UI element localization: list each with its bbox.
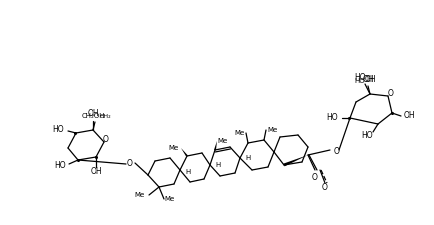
Text: OH: OH bbox=[362, 76, 374, 85]
Text: CH₂: CH₂ bbox=[100, 115, 112, 119]
Polygon shape bbox=[181, 148, 188, 157]
Text: OH: OH bbox=[404, 112, 416, 121]
Text: CH₂OH: CH₂OH bbox=[81, 113, 105, 119]
Text: O: O bbox=[388, 90, 394, 99]
Text: HO: HO bbox=[355, 78, 365, 84]
Text: O: O bbox=[322, 184, 328, 193]
Text: Me: Me bbox=[235, 130, 245, 136]
Text: H: H bbox=[245, 155, 250, 161]
Text: H: H bbox=[215, 162, 220, 168]
Text: OH: OH bbox=[90, 166, 102, 176]
Text: Me: Me bbox=[135, 192, 145, 198]
Text: O: O bbox=[312, 173, 318, 182]
Text: Me: Me bbox=[267, 127, 277, 133]
Text: HO: HO bbox=[326, 113, 338, 122]
Text: HO: HO bbox=[362, 131, 373, 140]
Text: HO: HO bbox=[355, 74, 366, 83]
Polygon shape bbox=[214, 141, 217, 150]
Text: O: O bbox=[334, 148, 340, 157]
Polygon shape bbox=[283, 155, 308, 166]
Text: H: H bbox=[185, 169, 190, 175]
Text: OH: OH bbox=[87, 110, 99, 119]
Text: O: O bbox=[127, 158, 133, 167]
Text: OH: OH bbox=[364, 74, 376, 83]
Text: HO: HO bbox=[54, 160, 66, 169]
Text: Me: Me bbox=[169, 145, 179, 151]
Text: Me: Me bbox=[164, 196, 174, 202]
Text: O: O bbox=[103, 135, 109, 144]
Text: Me: Me bbox=[217, 138, 227, 144]
Text: HO: HO bbox=[53, 126, 64, 135]
